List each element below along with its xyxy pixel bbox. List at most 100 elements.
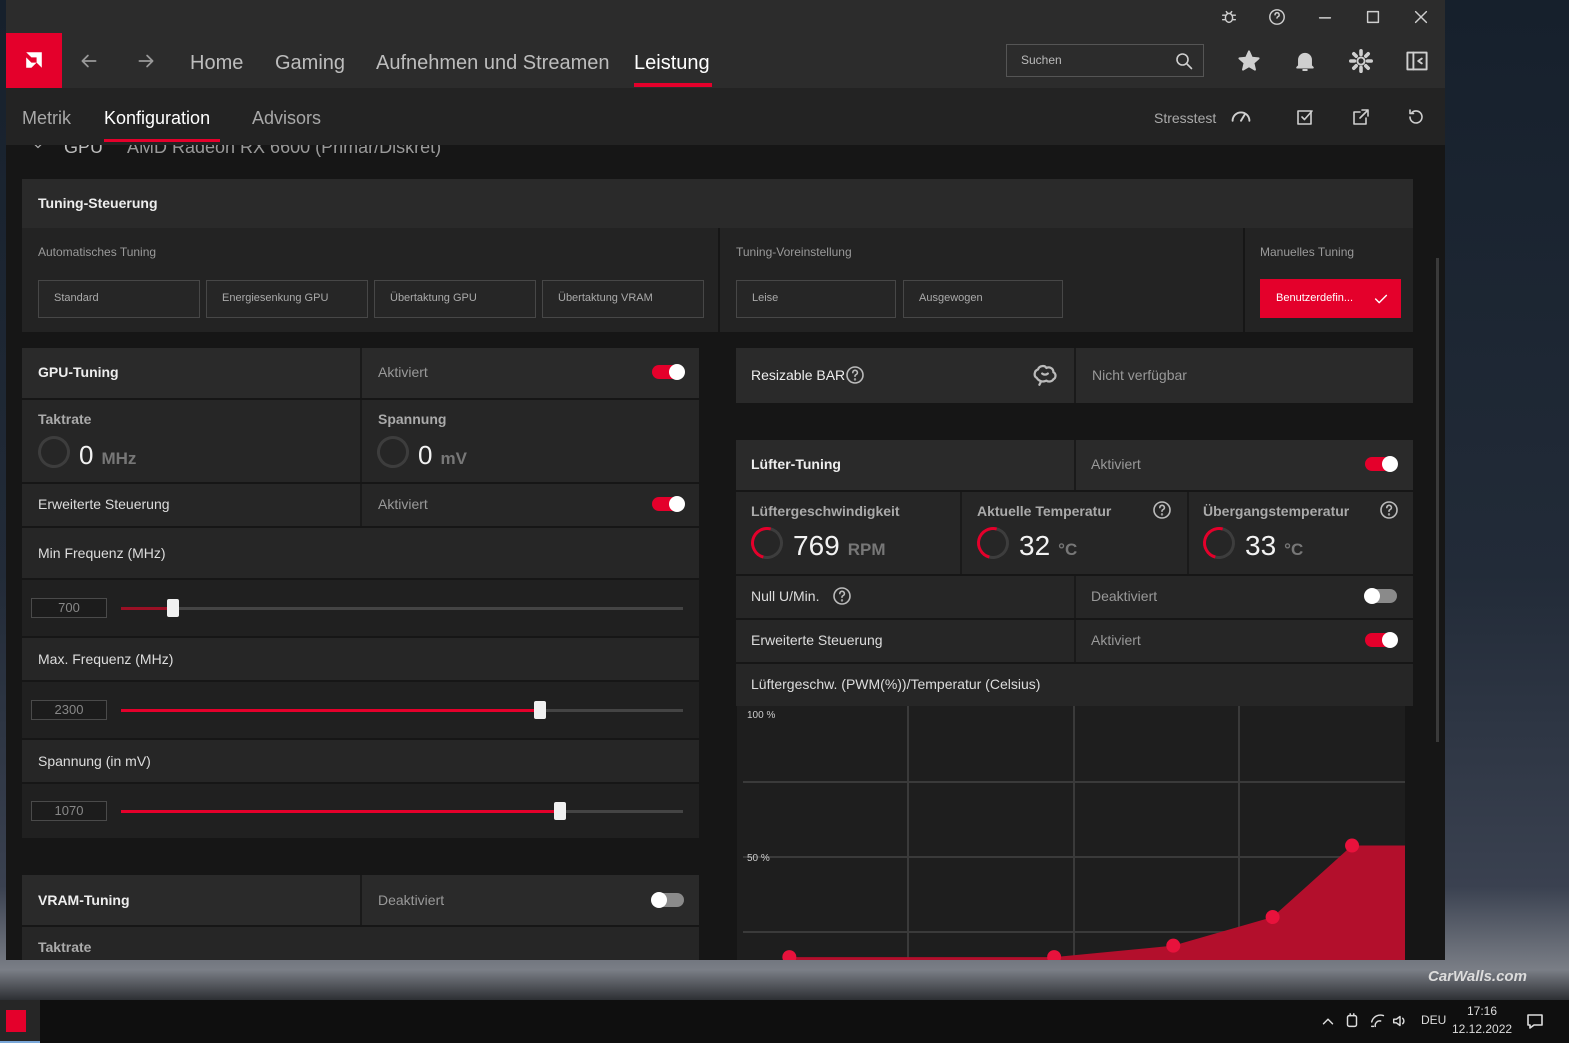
fan-curve-point[interactable] [1345, 838, 1360, 853]
help-icon[interactable] [832, 586, 852, 606]
icon-shape [833, 587, 851, 605]
forward[interactable] [135, 50, 157, 72]
icon-shape [34, 143, 42, 149]
fan-curve-chart[interactable]: 100 % 50 % [737, 706, 1405, 960]
icon-shape [1380, 501, 1398, 519]
panel-title: Lüfter-Tuning [751, 455, 841, 472]
slider-knob[interactable] [554, 802, 566, 820]
help-icon[interactable] [1152, 500, 1172, 520]
slider-value[interactable]: 1070 [54, 802, 84, 818]
settings[interactable] [1349, 49, 1373, 73]
tray-network[interactable] [1369, 1012, 1387, 1030]
back[interactable] [78, 50, 100, 72]
rebar-icon[interactable] [1031, 361, 1059, 389]
icon-shape [1414, 10, 1428, 24]
slider-value[interactable]: 700 [58, 599, 80, 615]
option-button[interactable] [374, 280, 536, 318]
toggle-knob[interactable] [669, 364, 685, 380]
slider-value[interactable]: 2300 [54, 701, 84, 717]
option-button-label[interactable]: Übertaktung GPU [390, 292, 477, 305]
icon-shape [1385, 504, 1393, 512]
icon-shape [1409, 109, 1423, 124]
slider-input[interactable] [31, 801, 107, 821]
option-button-label[interactable]: Leise [752, 292, 779, 305]
minimize[interactable] [1316, 8, 1334, 26]
toggle-knob[interactable] [651, 892, 667, 908]
action-center[interactable] [1525, 1011, 1545, 1031]
favorites[interactable] [1237, 49, 1261, 73]
nav-item[interactable]: Gaming [275, 52, 346, 74]
help[interactable] [1268, 8, 1286, 26]
slider-fill [121, 606, 173, 610]
panel-title: VRAM-Tuning [38, 891, 130, 908]
icon-shape [1176, 53, 1193, 70]
nav-item[interactable]: Home [190, 52, 244, 74]
metric-label: Übergangstemperatur [1203, 502, 1350, 519]
stresstest[interactable]: Stresstest [1154, 109, 1217, 126]
sub-nav-item[interactable]: Advisors [252, 107, 322, 128]
option-button-label[interactable]: Energiesenkung GPU [222, 292, 329, 305]
sub-nav-item[interactable]: Konfiguration [104, 107, 211, 128]
option-button[interactable] [903, 280, 1063, 318]
option-button[interactable] [736, 280, 896, 318]
toggle-knob[interactable] [1364, 588, 1380, 604]
close[interactable] [1412, 8, 1430, 26]
slider-label: Min Frequenz (MHz) [38, 544, 166, 561]
clock-date[interactable]: 12.12.2022 [1452, 1022, 1513, 1037]
collapse-chevron[interactable] [30, 138, 46, 154]
tray-language[interactable]: DEU [1421, 1013, 1447, 1028]
sub-nav-item[interactable]: Metrik [22, 107, 71, 128]
state: Aktiviert [378, 363, 428, 380]
clock-time[interactable]: 17:16 [1466, 1004, 1498, 1019]
bug-report[interactable] [1220, 8, 1238, 26]
check[interactable] [1372, 290, 1390, 308]
reset[interactable] [1406, 107, 1426, 127]
toggle-knob[interactable] [1382, 456, 1398, 472]
fan-curve-point[interactable] [782, 950, 797, 960]
fan-curve-point[interactable] [1047, 950, 1062, 960]
nav-item[interactable]: Aufnehmen und Streamen [376, 52, 610, 74]
option-button[interactable] [206, 280, 368, 318]
maximize[interactable] [1364, 8, 1382, 26]
slider-input[interactable] [31, 598, 107, 618]
option-button[interactable] [542, 280, 704, 318]
option-button-label[interactable]: Standard [54, 292, 99, 305]
slider-input[interactable] [31, 700, 107, 720]
help-icon[interactable] [1379, 500, 1399, 520]
custom-button[interactable] [1260, 279, 1401, 318]
divider [360, 400, 362, 482]
slider-knob[interactable] [167, 599, 179, 617]
slider-track[interactable] [121, 606, 683, 610]
tray-volume[interactable] [1391, 1012, 1409, 1030]
option-button-label[interactable]: Ausgewogen [919, 292, 983, 305]
layout-toggle[interactable] [1405, 49, 1429, 73]
toggle-knob[interactable] [669, 496, 685, 512]
tray-expand[interactable] [1319, 1012, 1337, 1030]
divider [960, 492, 962, 574]
search-icon[interactable] [1174, 51, 1194, 71]
fan-curve-point[interactable] [1265, 910, 1280, 925]
notifications[interactable] [1293, 49, 1317, 73]
row-label: Null U/Min. [751, 587, 820, 604]
option-button[interactable] [38, 280, 200, 318]
nav-item[interactable]: Leistung [634, 52, 710, 74]
option-button-label[interactable]: Übertaktung VRAM [558, 292, 653, 305]
custom-button-label[interactable]: Benutzerdefin... [1276, 292, 1354, 305]
amd-logo-mark[interactable] [21, 47, 47, 73]
stresstest-icon[interactable] [1229, 104, 1253, 128]
apply[interactable] [1295, 107, 1315, 127]
fan-curve-point[interactable] [1166, 938, 1181, 953]
amd-logo[interactable] [6, 33, 62, 88]
tray-amd[interactable] [1343, 1012, 1361, 1030]
icon-shape [1274, 12, 1280, 19]
search-box[interactable] [1006, 44, 1204, 77]
slider-knob[interactable] [534, 701, 546, 719]
icon-shape [1224, 12, 1234, 24]
taskbar-amd-icon[interactable] [6, 1010, 26, 1032]
toggle-knob[interactable] [1382, 632, 1398, 648]
help-icon[interactable] [845, 365, 865, 385]
icon-shape [81, 54, 97, 68]
fan-curve-area [789, 845, 1405, 960]
export[interactable] [1351, 107, 1371, 127]
